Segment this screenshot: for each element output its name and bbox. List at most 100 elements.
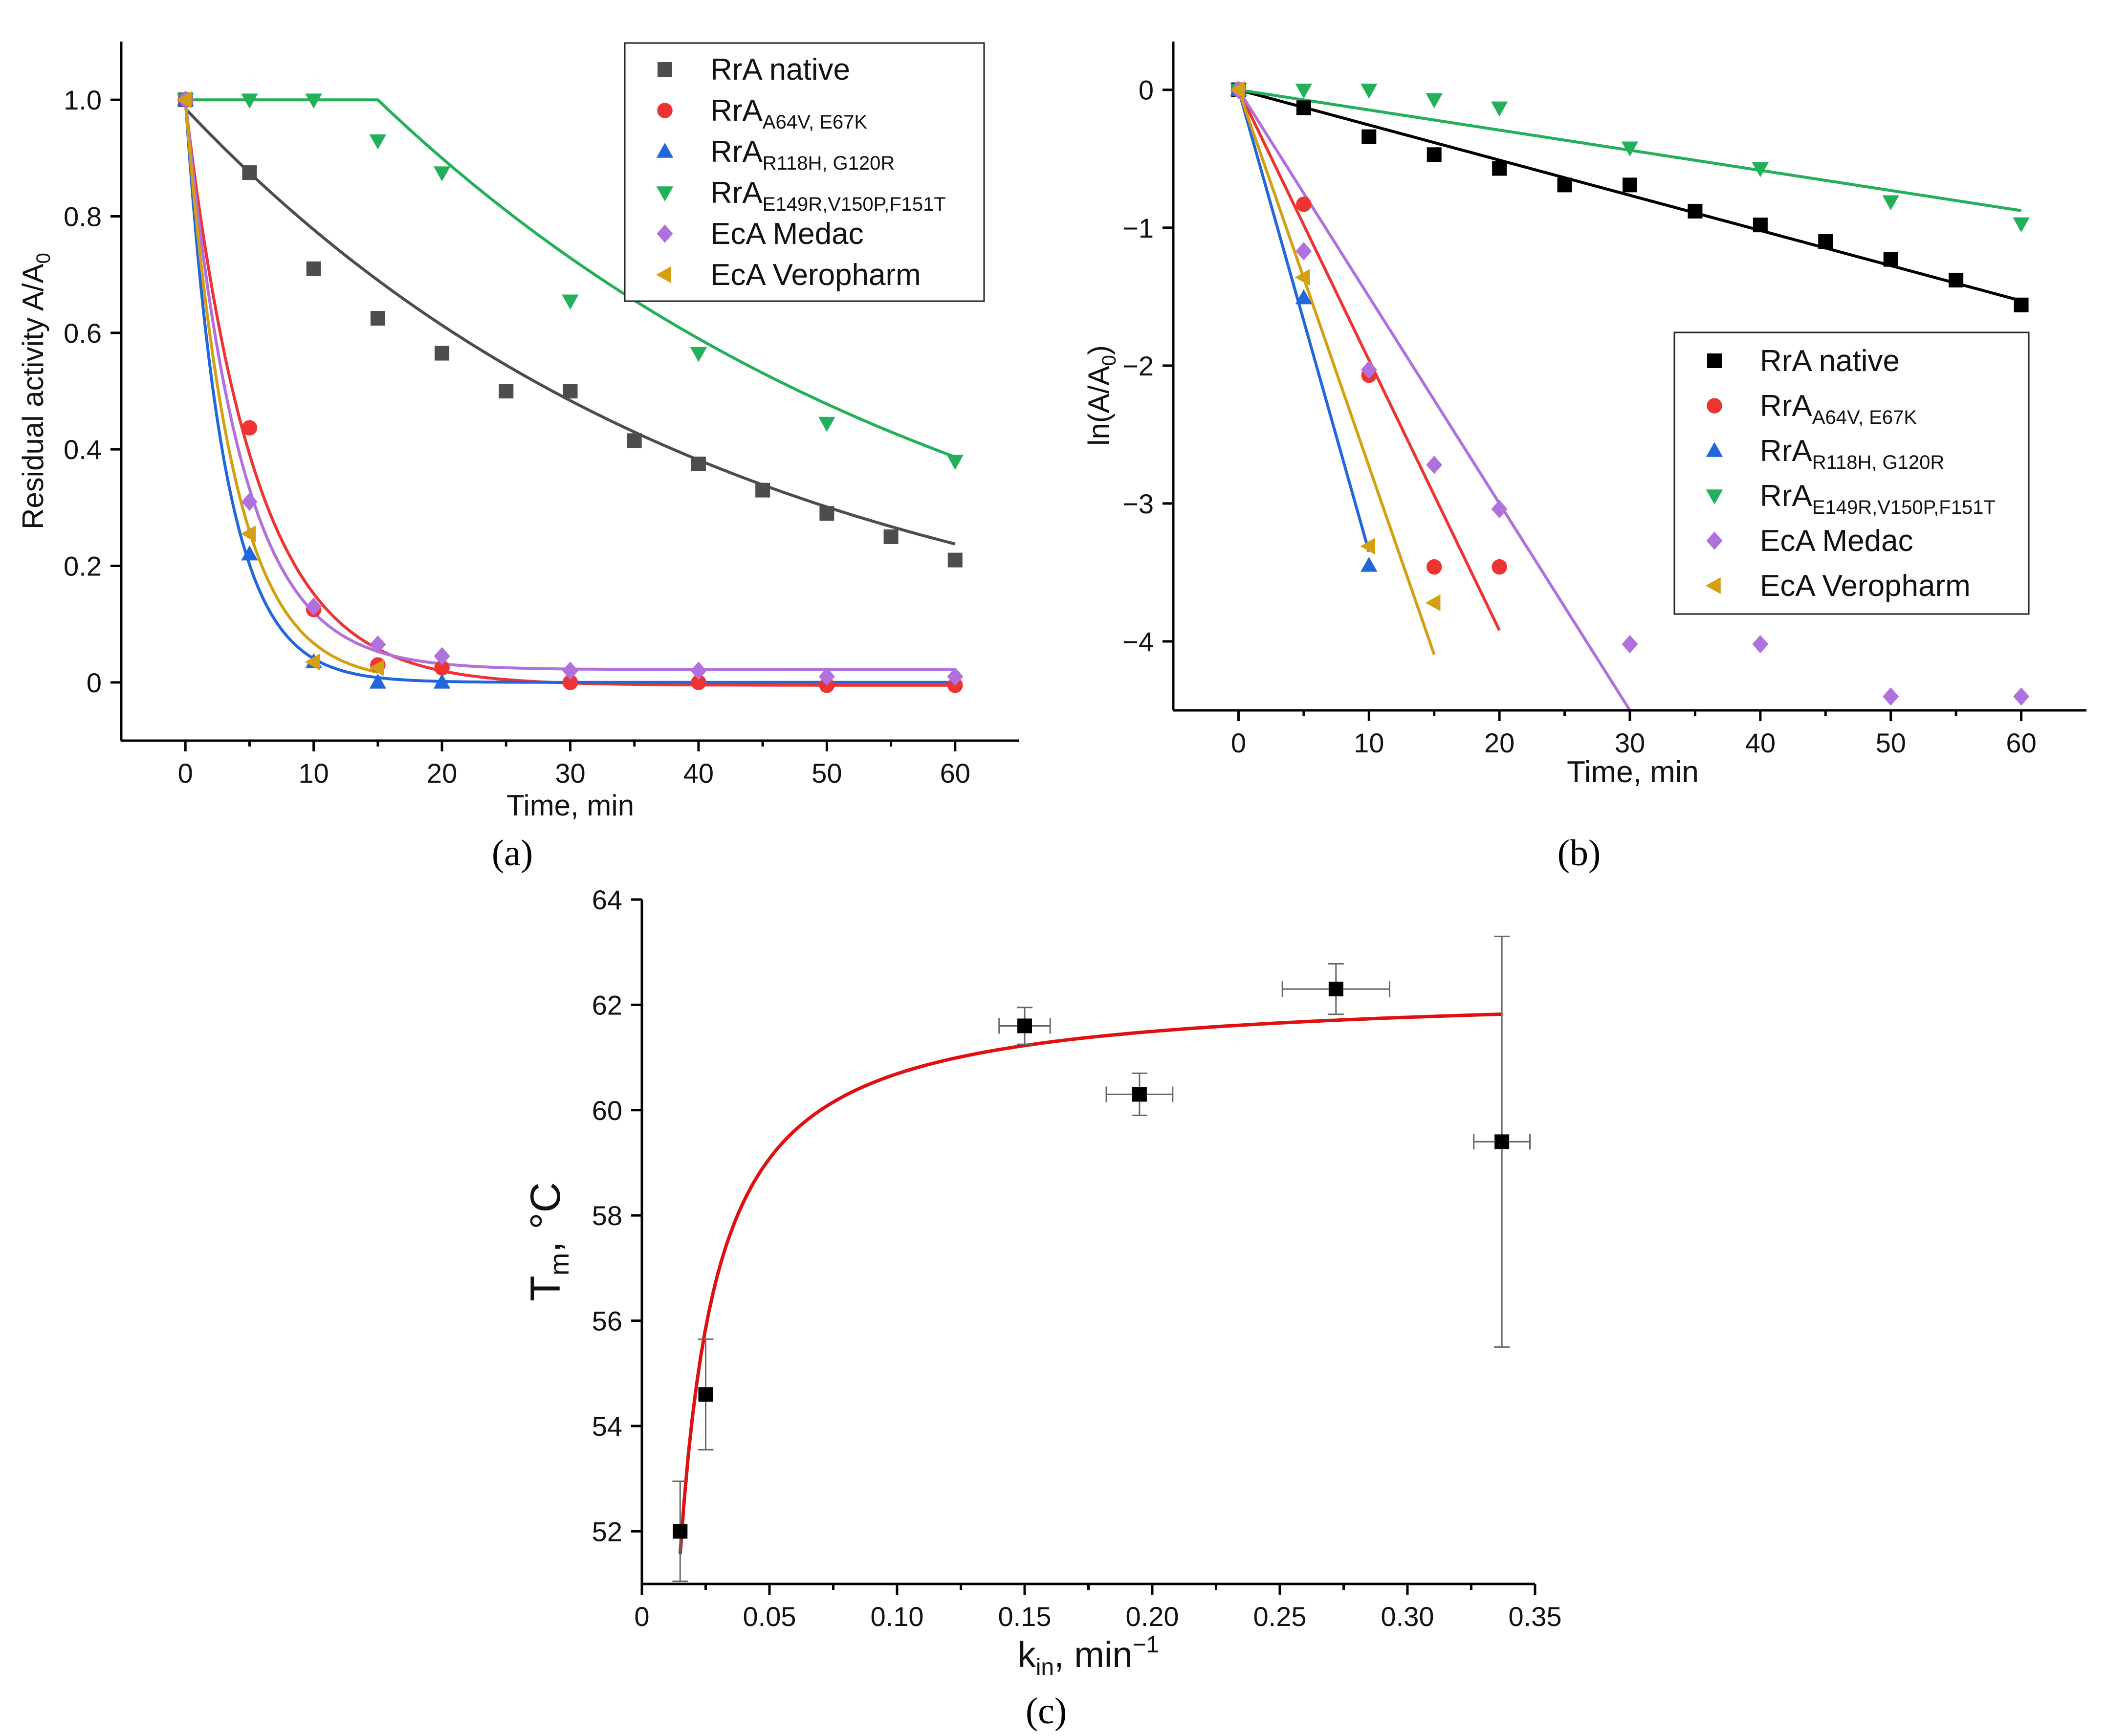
panel-b-x-tick-label: 0 — [1231, 727, 1246, 758]
panel-b-y-tick-label: −3 — [1122, 488, 1154, 519]
panel-b-legend-label: RrA native — [1760, 344, 1900, 378]
panel-a-data-point — [241, 545, 258, 561]
panel-b-legend-label: RrAR118H, G120R — [1760, 434, 1944, 473]
panel-b-data-point — [1425, 594, 1441, 612]
panel-a-legend-marker — [658, 62, 672, 77]
panel-b-data-point — [1426, 559, 1442, 575]
panel-c-data-point — [1017, 1018, 1032, 1033]
panel-a-data-point — [305, 93, 322, 109]
panel-a-data-point — [435, 346, 450, 361]
panel-a-x-tick-label: 40 — [683, 758, 714, 789]
panel-a-data-point — [176, 91, 192, 109]
panel-a-legend-box — [624, 42, 985, 302]
panel-a-y-tick-label: 0.4 — [64, 434, 102, 465]
panel-b-data-point — [1622, 635, 1638, 654]
panel-a-legend-marker — [656, 143, 674, 158]
panel-b-y-axis-label-tail: ) — [1082, 345, 1115, 355]
panel-b-legend-label: RrAE149R,V150P,F151T — [1760, 479, 1996, 518]
panel-a-legend-marker — [656, 186, 674, 201]
panel-a-data-point — [946, 455, 964, 470]
panel-b-legend-marker — [1706, 489, 1723, 505]
panel-c-y-tick-label: 64 — [592, 884, 622, 915]
panel-a-data-point — [306, 261, 321, 276]
panel-a-legend-label: RrAE149R,V150P,F151T — [710, 176, 946, 215]
panel-b-data-point — [1427, 147, 1442, 162]
panel-b-x-axis-label: Time, min — [1567, 755, 1699, 789]
panel-c-x-tick-label: 0.15 — [998, 1601, 1052, 1632]
panel-a-legend-label-main: RrA — [710, 94, 763, 128]
panel-b-data-point — [2014, 297, 2029, 312]
panel-a-data-point — [883, 529, 899, 544]
panel-a-legend-label: EcA Veropharm — [710, 258, 921, 292]
panel-c-x-axis-label-sub: in — [1036, 1654, 1054, 1680]
panel-b-data-point — [1752, 635, 1769, 654]
panel-c-fit-line — [678, 1012, 1502, 1555]
panel-a-x-tick-label: 10 — [298, 758, 329, 789]
panel-b-data-point — [1295, 83, 1313, 99]
panel-a-legend-label: RrA native — [710, 53, 850, 87]
panel-b-data-point — [1753, 218, 1768, 233]
panel-a-data-point — [691, 675, 706, 690]
panel-b-data-point — [1426, 93, 1443, 109]
panel-b-data-point — [1361, 129, 1377, 144]
panel-b-fit-line — [1237, 89, 1631, 711]
panel-a-legend-label: EcA Medac — [710, 217, 864, 251]
panel-a-data-point — [819, 506, 834, 521]
panel-a-data-point — [818, 667, 835, 686]
panel-c-data-point — [1132, 1087, 1147, 1102]
panel-c-x-tick-label: 0.25 — [1253, 1601, 1307, 1632]
panel-b-data-point — [1882, 195, 1899, 211]
panel-b-x-tick-label: 50 — [1876, 727, 1906, 758]
panel-a-data-point — [242, 165, 257, 180]
panel-a-data-point — [241, 525, 256, 543]
panel-b-data-point — [1296, 197, 1312, 212]
panel-b-y-tick-label: −1 — [1122, 213, 1154, 243]
panel-b-legend-marker — [1706, 577, 1721, 594]
panel-a-data-point — [241, 93, 258, 109]
panel-b-x-tick-label: 10 — [1354, 727, 1384, 758]
panel-b-data-point — [1361, 556, 1378, 572]
panel-b-data-point — [1426, 456, 1443, 474]
panel-b-data-point — [1361, 360, 1377, 379]
panel-b-legend-box — [1673, 331, 2030, 615]
panel-b-legend-label-main: RrA — [1760, 389, 1812, 423]
panel-a-x-tick-label: 20 — [427, 758, 457, 789]
panel-a-y-tick-label: 1.0 — [64, 85, 102, 115]
panel-b-legend-label-main: RrA — [1760, 479, 1812, 513]
panel-a-legend-marker — [657, 224, 673, 243]
panel-a-legend-label: RrAR118H, G120R — [710, 135, 895, 174]
panel-b-data-point — [1818, 234, 1833, 249]
panel-b-y-tick-label: −2 — [1122, 351, 1154, 381]
panel-b-data-point — [1949, 272, 1964, 287]
panel-b-legend-label-main: EcA Medac — [1760, 524, 1913, 558]
panel-c-y-tick-label: 56 — [592, 1306, 622, 1337]
panel-a-data-point — [370, 635, 386, 654]
panel-b-legend-label-sub: E149R,V150P,F151T — [1812, 497, 1996, 518]
panel-c-y-tick-label: 58 — [592, 1200, 622, 1231]
panel-b-data-point — [1883, 252, 1898, 267]
panel-a-data-point — [433, 673, 451, 689]
panel-c-x-tick-label: 0.35 — [1509, 1601, 1562, 1632]
panel-b-legend-marker — [1707, 353, 1722, 368]
panel-a-legend-label-main: RrA native — [710, 53, 850, 87]
panel-b-y-axis-label: ln(A/A0) — [1082, 345, 1120, 446]
panel-a-legend-label-main: RrA — [710, 135, 763, 169]
panel-c-y-tick-label: 52 — [592, 1516, 622, 1547]
panel-b-x-tick-label: 30 — [1615, 727, 1645, 758]
panel-b-data-point — [1229, 81, 1245, 98]
panel-b-x-tick-label: 20 — [1484, 727, 1514, 758]
panel-c-x-axis-label-main: k — [1018, 1634, 1036, 1675]
panel-a-data-point — [563, 384, 578, 398]
panel-c-y-tick-label: 54 — [592, 1411, 622, 1442]
panel-b-y-axis-label-main: ln(A/A — [1082, 366, 1115, 445]
panel-c-data-point — [1494, 1134, 1510, 1149]
panel-a-fit-line — [184, 99, 378, 674]
panel-a-y-tick-label: 0.2 — [64, 551, 102, 582]
panel-c-x-axis-label-sup: −1 — [1132, 1632, 1159, 1658]
panel-b-label: (b) — [1558, 833, 1601, 874]
panel-b-data-point — [1492, 161, 1507, 176]
panel-a-data-point — [241, 420, 258, 436]
panel-a-y-tick-label: 0.8 — [64, 201, 102, 232]
panel-b-data-point — [2013, 217, 2030, 233]
